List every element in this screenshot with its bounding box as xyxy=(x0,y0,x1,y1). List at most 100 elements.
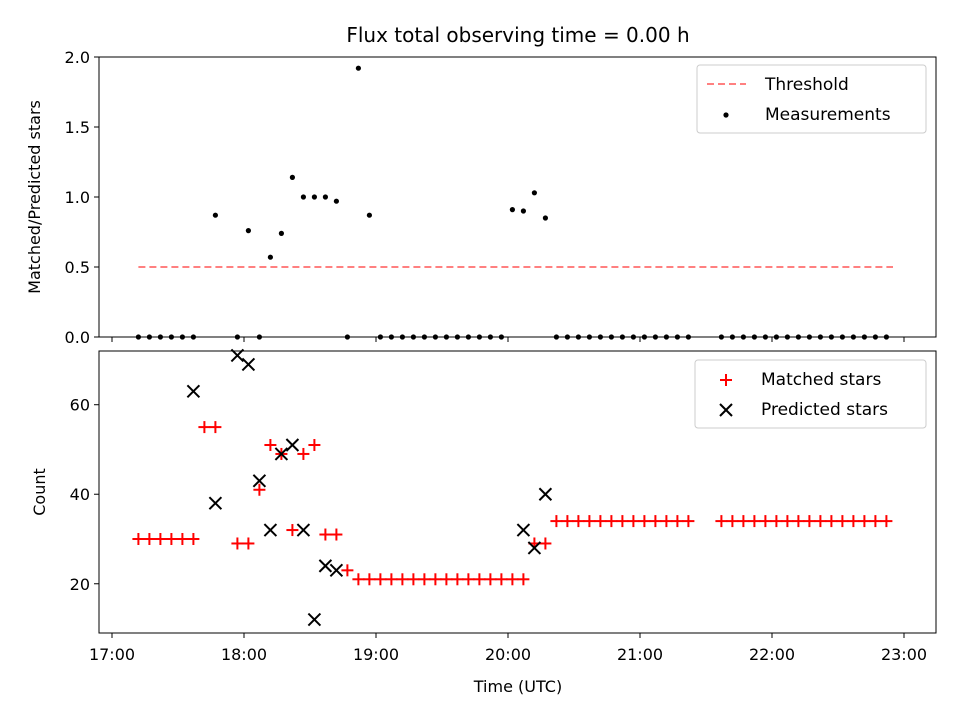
matched-star-point xyxy=(572,515,585,528)
measurement-point xyxy=(520,208,527,214)
measurement-point xyxy=(366,212,372,218)
matched-star-point xyxy=(176,533,189,545)
predicted-star-point xyxy=(285,438,300,452)
matched-star-point xyxy=(517,573,530,586)
measurement-point xyxy=(278,230,284,236)
matched-star-point xyxy=(660,515,673,528)
matched-star-point xyxy=(165,533,178,545)
legend-measurements-label: Measurements xyxy=(765,105,891,125)
measurement-point xyxy=(542,215,549,221)
bottom-x-tick-label: 20:00 xyxy=(485,645,531,664)
legend-predicted-swatch xyxy=(719,403,733,417)
matched-star-point xyxy=(858,515,871,528)
bottom-plot-frame xyxy=(98,350,937,634)
matched-star-point xyxy=(473,573,486,586)
bottom-panel: 20 40 60 17:00 18:00 19:00 20:00 21:00 22:00 23:0… xyxy=(30,348,937,696)
matched-star-point xyxy=(748,515,761,528)
predicted-star-point xyxy=(329,563,344,578)
matched-star-point xyxy=(484,573,497,586)
matched-star-point xyxy=(759,515,772,528)
matched-star-point xyxy=(297,447,310,460)
matched-star-point xyxy=(880,515,893,528)
predicted-star-point xyxy=(296,523,311,537)
legend-measurements-swatch xyxy=(723,112,729,118)
measurement-point xyxy=(212,212,218,218)
measurement-point xyxy=(311,194,317,200)
bottom-x-tick-label: 23:00 xyxy=(881,645,927,664)
top-panel: Flux total observing time = 0.00 h 0.0 0.… xyxy=(25,23,937,347)
matched-star-point xyxy=(451,573,464,586)
bottom-legend: Matched stars Predicted stars xyxy=(694,359,927,429)
matched-star-point xyxy=(154,533,167,545)
matched-star-point xyxy=(715,515,728,528)
bottom-y-tick-label: 40 xyxy=(70,485,90,504)
legend-matched-label: Matched stars xyxy=(761,370,881,390)
matched-star-point xyxy=(814,515,827,528)
matched-star-point xyxy=(550,515,563,528)
matched-star-point xyxy=(847,515,860,528)
measurement-point xyxy=(289,174,295,180)
bottom-x-tick-label: 17:00 xyxy=(89,645,135,664)
matched-star-point xyxy=(352,573,365,586)
predicted-star-point xyxy=(538,487,553,501)
bottom-y-tick-label: 60 xyxy=(70,396,90,415)
predicted-star-point xyxy=(307,612,322,627)
top-y-tick-label: 2.0 xyxy=(65,48,90,67)
matched-star-point xyxy=(616,515,629,528)
predicted-star-point xyxy=(252,474,267,488)
top-y-tick-label: 1.0 xyxy=(65,188,90,207)
matched-star-point xyxy=(264,439,277,451)
bottom-x-tick-label: 19:00 xyxy=(353,645,399,664)
top-title: Flux total observing time = 0.00 h xyxy=(346,23,689,47)
top-axis-ticks: 0.0 0.5 1.0 1.5 2.0 xyxy=(65,48,905,347)
top-y-tick-label: 0.0 xyxy=(65,328,90,347)
matched-star-point xyxy=(638,515,651,528)
matched-star-point xyxy=(649,515,662,528)
predicted-star-point xyxy=(274,447,289,461)
measurement-point xyxy=(333,198,339,204)
matched-star-point xyxy=(803,515,816,528)
matched-star-point xyxy=(231,537,244,550)
matched-star-point xyxy=(143,533,156,545)
matched-star-point xyxy=(682,515,695,528)
matched-star-point xyxy=(253,483,266,496)
matched-star-point xyxy=(286,524,299,537)
matched-star-point xyxy=(506,573,519,586)
matched-star-point xyxy=(330,528,343,541)
bottom-y-tick-label: 20 xyxy=(70,575,90,594)
matched-star-point xyxy=(726,515,739,528)
matched-star-point xyxy=(308,439,321,451)
matched-star-point xyxy=(869,515,882,528)
matched-star-point xyxy=(132,533,145,545)
count-points xyxy=(132,348,893,627)
matched-star-point xyxy=(429,573,442,586)
bottom-x-tick-label: 18:00 xyxy=(221,645,267,664)
bottom-x-tick-label: 21:00 xyxy=(617,645,663,664)
bottom-x-tick-label: 22:00 xyxy=(749,645,795,664)
matched-star-point xyxy=(770,515,783,528)
matched-star-point xyxy=(495,573,508,586)
measurement-point xyxy=(509,207,515,213)
matched-star-point xyxy=(407,573,420,586)
predicted-star-point xyxy=(318,559,333,573)
matched-star-point xyxy=(418,573,431,586)
legend-predicted-label: Predicted stars xyxy=(761,400,888,420)
matched-star-point xyxy=(363,573,376,586)
bottom-y-axis-label: Count xyxy=(30,468,49,516)
matched-star-point xyxy=(594,515,607,528)
matched-star-point xyxy=(341,564,354,577)
matched-star-point xyxy=(605,515,618,528)
legend-threshold-label: Threshold xyxy=(764,75,849,95)
matched-star-point xyxy=(385,573,398,586)
matched-star-point xyxy=(627,515,640,528)
predicted-star-point xyxy=(527,541,542,555)
legend-matched-swatch xyxy=(720,374,732,386)
matched-star-point xyxy=(561,515,574,528)
matched-star-point xyxy=(242,537,255,550)
predicted-star-point xyxy=(208,496,223,510)
top-y-tick-label: 0.5 xyxy=(65,258,90,277)
bottom-legend-box xyxy=(694,359,927,429)
predicted-star-point xyxy=(516,523,531,537)
matched-star-point xyxy=(583,515,596,528)
